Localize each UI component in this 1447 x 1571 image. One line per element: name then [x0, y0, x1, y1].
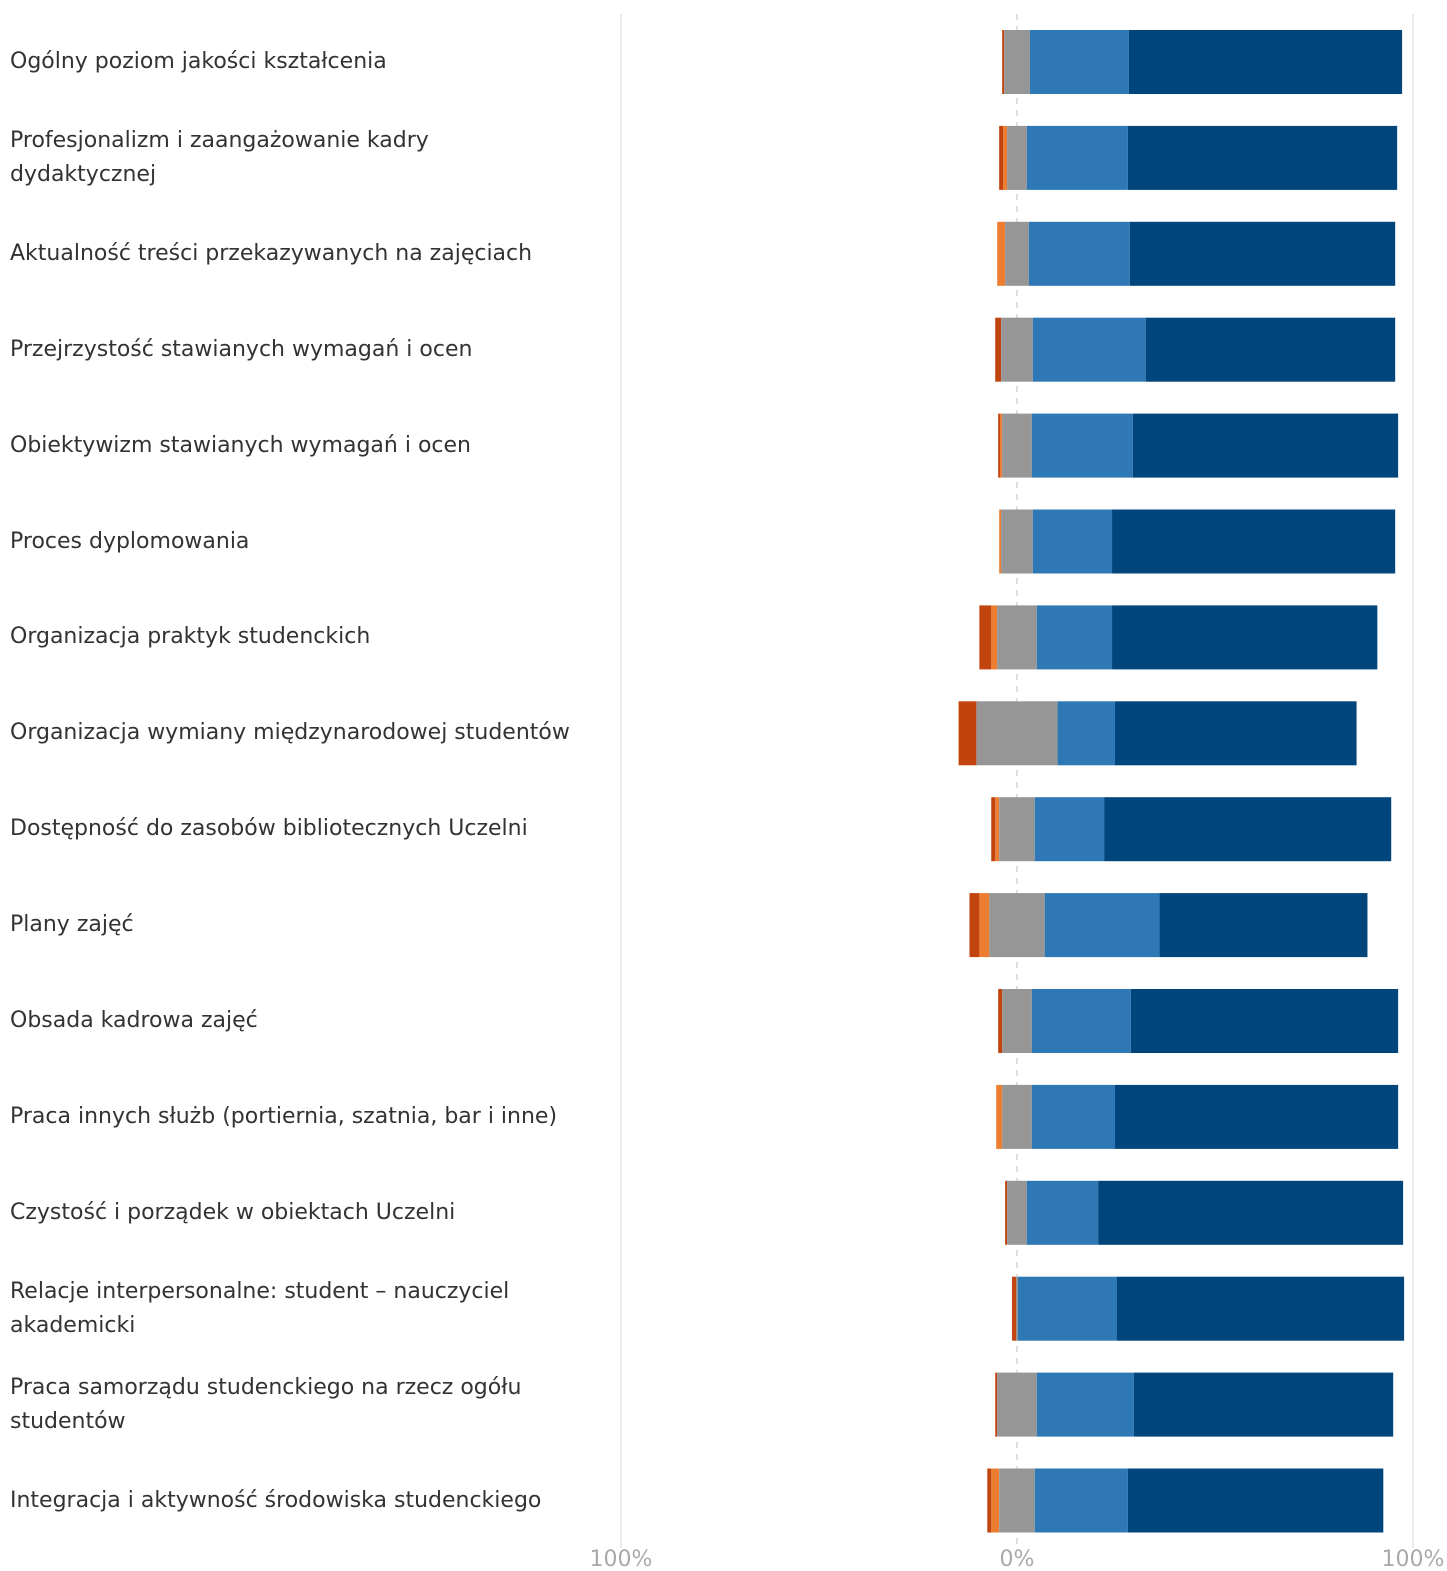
bar-segment — [1016, 1276, 1018, 1341]
bar-segment — [987, 1468, 992, 1533]
bar-segment — [1112, 605, 1378, 670]
bar-segment — [995, 797, 1000, 862]
bar-segment — [1001, 317, 1033, 382]
bar-segment — [1001, 509, 1033, 574]
bar-segment — [1036, 1372, 1134, 1437]
bar-segment — [1032, 509, 1113, 574]
bar-segment — [979, 605, 992, 670]
bar-segment — [1005, 1180, 1008, 1245]
bar-segment — [976, 701, 1058, 766]
bar-segment — [999, 797, 1035, 862]
bar-segment — [1007, 125, 1027, 190]
bar-segment — [1116, 1276, 1405, 1341]
x-tick-label: 100% — [590, 1547, 653, 1571]
bar-segment — [1098, 1180, 1404, 1245]
bar-segment — [1028, 221, 1130, 286]
bar-segment — [1115, 701, 1357, 766]
bar-segment — [1012, 1276, 1017, 1341]
bar-segment — [1004, 30, 1030, 94]
bar-segment — [1133, 1372, 1394, 1437]
bar-segment — [1032, 317, 1146, 382]
bar-segment — [1005, 221, 1029, 286]
bar-segment — [1127, 1468, 1384, 1533]
bar-segment — [1031, 413, 1133, 478]
category-label: Proces dyplomowania — [10, 528, 250, 554]
bar-segment — [996, 1084, 1003, 1149]
bar-segment — [991, 605, 998, 670]
category-label: Obsada kadrowa zajęć — [10, 1008, 258, 1033]
bar-segment — [1031, 989, 1131, 1053]
bar-segment — [998, 413, 1001, 478]
category-label: Integracja i aktywność środowiska studen… — [10, 1487, 542, 1513]
bar-segment — [1044, 893, 1160, 958]
category-label: Obiektywizm stawianych wymagań i ocen — [10, 432, 471, 458]
category-label: Ogólny poziom jakości kształcenia — [10, 49, 387, 74]
category-label: Czystość i porządek w obiektach Uczelni — [10, 1199, 456, 1225]
bar-segment — [999, 1468, 1035, 1533]
bar-segment — [998, 989, 1003, 1053]
category-label: Przejrzystość stawianych wymagań i ocen — [10, 336, 473, 362]
bar-segment — [1000, 413, 1003, 478]
bar-segment — [1130, 989, 1399, 1053]
bar-segment — [991, 797, 996, 862]
bar-segment — [1104, 797, 1392, 862]
category-label: Dostępność do zasobów bibliotecznych Ucz… — [10, 816, 528, 842]
bar-segment — [1002, 30, 1005, 94]
bar-segment — [1002, 989, 1032, 1053]
x-tick-label: 100% — [1382, 1547, 1445, 1571]
bar-segment — [1002, 1084, 1032, 1149]
category-label: Profesjonalizm i zaangażowanie kadry dyd… — [10, 127, 429, 187]
bar-segment — [1002, 413, 1032, 478]
bar-segment — [1003, 125, 1008, 190]
bar-segment — [1129, 221, 1396, 286]
bar-segment — [1128, 30, 1403, 94]
bar-segment — [1145, 317, 1396, 382]
bar-segment — [1127, 125, 1398, 190]
bar-segment — [997, 221, 1006, 286]
bar-segment — [999, 125, 1004, 190]
bar-segment — [1132, 413, 1399, 478]
bar-segment — [995, 317, 1002, 382]
bar-segment — [1112, 509, 1396, 574]
bar-segment — [969, 893, 980, 958]
bar-segment — [997, 1372, 1037, 1437]
bar-segment — [995, 1372, 998, 1437]
bar-segment — [1017, 1276, 1117, 1341]
bar-segment — [999, 509, 1002, 574]
category-label: Praca samorządu studenckiego na rzecz og… — [10, 1374, 522, 1434]
bar-segment — [997, 605, 1037, 670]
category-label: Plany zajęć — [10, 912, 134, 938]
bar-segment — [1115, 1084, 1399, 1149]
category-label: Organizacja praktyk studenckich — [10, 624, 371, 650]
bar-segment — [1034, 1468, 1128, 1533]
bar-segment — [1029, 30, 1129, 94]
bar-segment — [1034, 797, 1105, 862]
bar-segment — [958, 701, 977, 766]
bar-segment — [1057, 701, 1116, 766]
category-label: Relacje interpersonalne: student – naucz… — [10, 1278, 510, 1338]
bar-segment — [1036, 605, 1113, 670]
bar-segment — [991, 1468, 1000, 1533]
bar-segment — [1026, 1180, 1099, 1245]
bar-segment — [1026, 125, 1128, 190]
bar-segment — [979, 893, 990, 958]
category-label: Organizacja wymiany międzynarodowej stud… — [10, 720, 570, 746]
bar-segment — [1007, 1180, 1027, 1245]
bar-segment — [989, 893, 1045, 958]
x-tick-label: 0% — [1000, 1547, 1035, 1571]
bar-segment — [1031, 1084, 1116, 1149]
bar-segment — [1159, 893, 1368, 958]
category-label: Aktualność treści przekazywanych na zaję… — [10, 240, 533, 266]
category-label: Praca innych służb (portiernia, szatnia,… — [10, 1103, 558, 1129]
